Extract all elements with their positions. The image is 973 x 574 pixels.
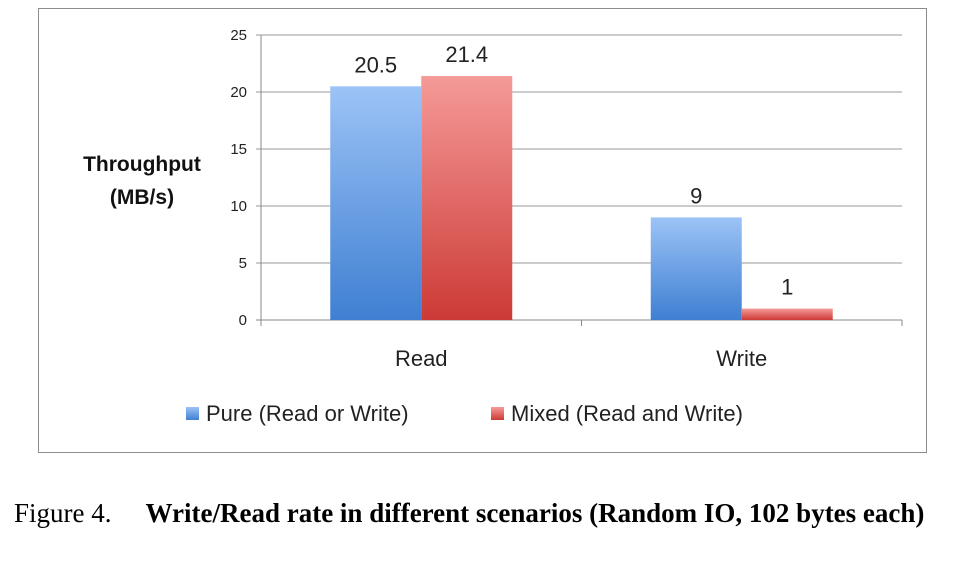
data-label: 9: [690, 183, 702, 208]
bar-write-series-0: [650, 217, 742, 320]
y-axis-label-line-1: Throughput: [83, 153, 201, 176]
y-tick-label: 15: [230, 141, 247, 158]
caption-number: Figure 4.: [14, 498, 112, 528]
y-tick-label: 0: [239, 312, 247, 329]
y-tick-label: 20: [230, 84, 247, 101]
data-label: 20.5: [354, 52, 397, 77]
bar-write-series-1: [741, 308, 833, 320]
y-tick-label: 25: [230, 27, 247, 44]
data-label: 21.4: [445, 42, 488, 67]
y-tick-label: 10: [230, 198, 247, 215]
y-tick-label: 5: [239, 255, 247, 272]
category-label-write: Write: [716, 346, 767, 371]
data-label: 1: [781, 275, 793, 300]
category-label-read: Read: [395, 346, 448, 371]
chart-frame: 0 5 10 15 20 25 20.5 21.4 Read 9 1 Write Throughput…: [38, 8, 927, 453]
figure-caption: Figure 4. Write/Read rate in different sc…: [14, 496, 954, 530]
bar-chart: 0 5 10 15 20 25 20.5 21.4 Read 9 1 Write Throughput…: [83, 27, 903, 426]
caption-text: Write/Read rate in different scenarios (…: [145, 498, 925, 528]
bar-read-series-0: [330, 86, 422, 320]
y-axis-label-line-2: (MB/s): [110, 186, 174, 209]
bar-read-series-1: [421, 76, 513, 320]
legend-swatch-1: [491, 407, 504, 420]
legend-label-1: Mixed (Read and Write): [511, 401, 743, 426]
legend-swatch-0: [186, 407, 199, 420]
legend-label-0: Pure (Read or Write): [206, 401, 409, 426]
